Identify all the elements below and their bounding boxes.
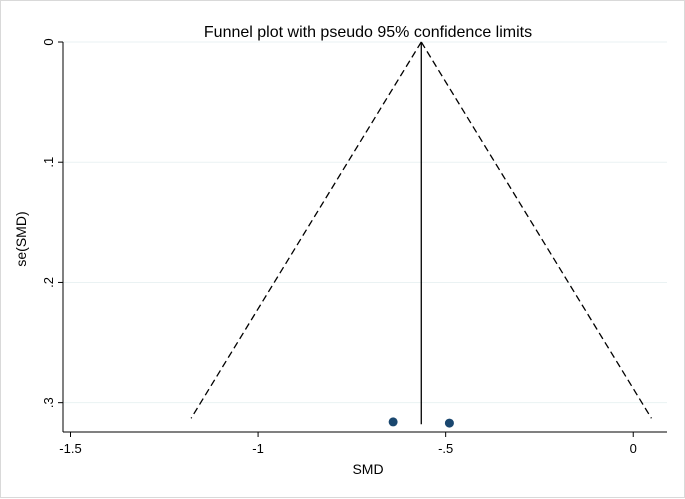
upper-ci-line bbox=[420, 41, 652, 419]
data-point-0 bbox=[388, 417, 398, 427]
x-tick-label-0: -1.5 bbox=[59, 441, 81, 456]
y-axis-label: se(SMD) bbox=[13, 211, 29, 266]
lower-ci-line bbox=[190, 41, 422, 419]
y-tick-label-1: .1 bbox=[41, 157, 56, 168]
tick-labels: 0 .1 .2 .3 -1.5 -1 -.5 0 bbox=[41, 38, 637, 456]
y-tick-label-3: .3 bbox=[41, 397, 56, 408]
data-point-1 bbox=[444, 418, 454, 428]
funnel-lines bbox=[190, 41, 652, 425]
x-axis-label: SMD bbox=[352, 461, 383, 477]
data-points bbox=[388, 417, 454, 428]
gridlines bbox=[63, 41, 667, 404]
y-tick-label-2: .2 bbox=[41, 277, 56, 288]
axes bbox=[58, 41, 667, 437]
y-tick-label-0: 0 bbox=[41, 38, 56, 45]
x-tick-label-1: -1 bbox=[252, 441, 264, 456]
chart-title: Funnel plot with pseudo 95% confidence l… bbox=[204, 24, 532, 41]
x-tick-label-2: -.5 bbox=[438, 441, 453, 456]
x-tick-label-3: 0 bbox=[630, 441, 637, 456]
